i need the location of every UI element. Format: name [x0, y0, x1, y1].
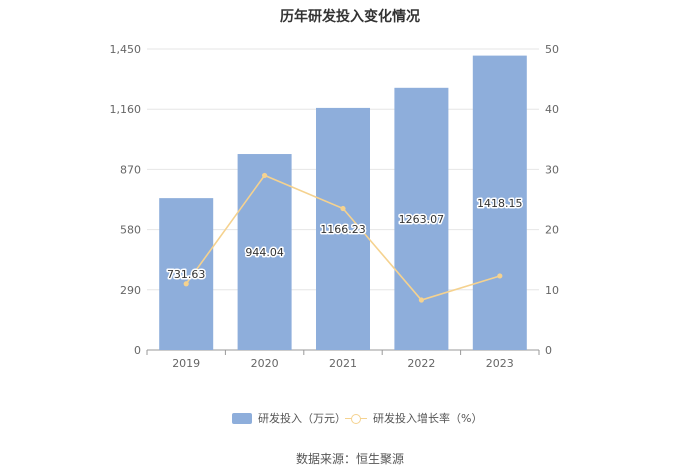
- bar-data-label: 1263.07: [399, 213, 445, 226]
- y-right-tick-label: 0: [545, 344, 552, 357]
- y-left-tick-label: 1,450: [110, 43, 142, 56]
- bar-data-label: 731.63: [167, 268, 206, 281]
- growth-point: [262, 172, 268, 179]
- legend-bar-label: 研发投入（万元）: [258, 412, 346, 425]
- y-left-tick-label: 870: [120, 163, 141, 176]
- growth-point: [183, 281, 189, 287]
- chart-title: 历年研发投入变化情况: [280, 9, 420, 25]
- y-right-tick-label: 50: [545, 43, 559, 56]
- y-left-tick-label: 0: [134, 344, 141, 357]
- x-tick-label: 2021: [329, 357, 357, 370]
- y-right-tick-label: 40: [545, 103, 559, 116]
- legend-item-bar[interactable]: 研发投入（万元）: [232, 410, 346, 426]
- y-right-tick-label: 20: [545, 224, 559, 237]
- x-tick-label: 2023: [486, 357, 514, 370]
- y-right-tick-label: 30: [545, 163, 559, 176]
- bar: [394, 87, 449, 351]
- source-note: 数据来源：恒生聚源: [295, 452, 404, 466]
- legend-item-line[interactable]: 研发投入增长率（%）: [345, 410, 482, 426]
- bar: [159, 198, 214, 350]
- y-left-tick-label: 580: [120, 224, 141, 237]
- y-left-tick-label: 290: [120, 284, 141, 297]
- bar: [237, 154, 292, 350]
- bar: [472, 55, 527, 350]
- x-tick-label: 2019: [172, 357, 200, 370]
- growth-point: [497, 273, 503, 279]
- y-left-tick-label: 1,160: [110, 103, 142, 116]
- growth-point: [418, 297, 424, 303]
- growth-point: [340, 205, 346, 212]
- x-tick-label: 2022: [407, 357, 435, 370]
- bar-data-label: 944.04: [245, 246, 284, 259]
- legend-line-swatch-icon: [345, 413, 367, 424]
- x-tick-label: 2020: [251, 357, 279, 370]
- legend-line-label: 研发投入增长率（%）: [373, 412, 483, 425]
- bar-data-label: 1418.15: [477, 197, 523, 210]
- y-right-tick-label: 10: [545, 284, 559, 297]
- legend-bar-swatch-icon: [232, 412, 252, 424]
- bar-data-label: 1166.23: [320, 223, 366, 236]
